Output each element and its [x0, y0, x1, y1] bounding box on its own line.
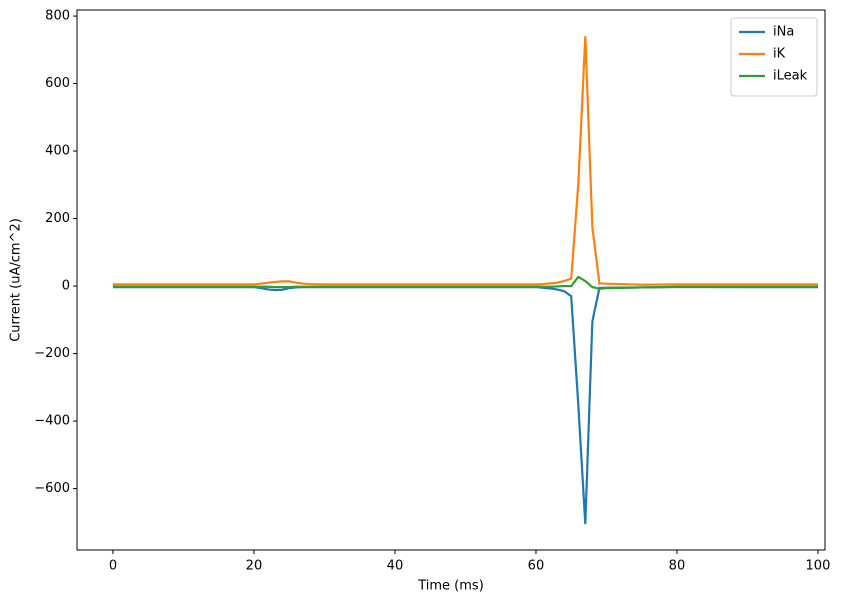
- series-line: [112, 275, 818, 290]
- y-tick-label: 200: [45, 211, 70, 226]
- x-axis-label: Time (ms): [417, 579, 484, 594]
- series-line: [112, 285, 818, 525]
- y-tick-label: 800: [45, 9, 70, 24]
- x-tick-label: 0: [109, 559, 117, 574]
- x-tick-label: 60: [528, 559, 545, 574]
- x-tick-label: 40: [387, 559, 404, 574]
- legend-label: iNa: [773, 25, 794, 40]
- y-tick-label: −400: [34, 414, 70, 429]
- y-tick-label: 600: [45, 76, 70, 91]
- x-tick-label: 80: [669, 559, 686, 574]
- y-tick-label: 0: [62, 279, 70, 294]
- y-tick-label: −600: [34, 481, 70, 496]
- y-tick-label: −200: [34, 346, 70, 361]
- legend-label: iK: [773, 47, 786, 62]
- y-tick-label: 400: [45, 144, 70, 159]
- plot-frame: [76, 9, 826, 551]
- x-tick-label: 100: [806, 559, 831, 574]
- x-tick-label: 20: [246, 559, 263, 574]
- y-axis-label: Current (uA/cm^2): [9, 218, 24, 342]
- legend-label: iLeak: [773, 69, 808, 84]
- series-line: [112, 36, 818, 286]
